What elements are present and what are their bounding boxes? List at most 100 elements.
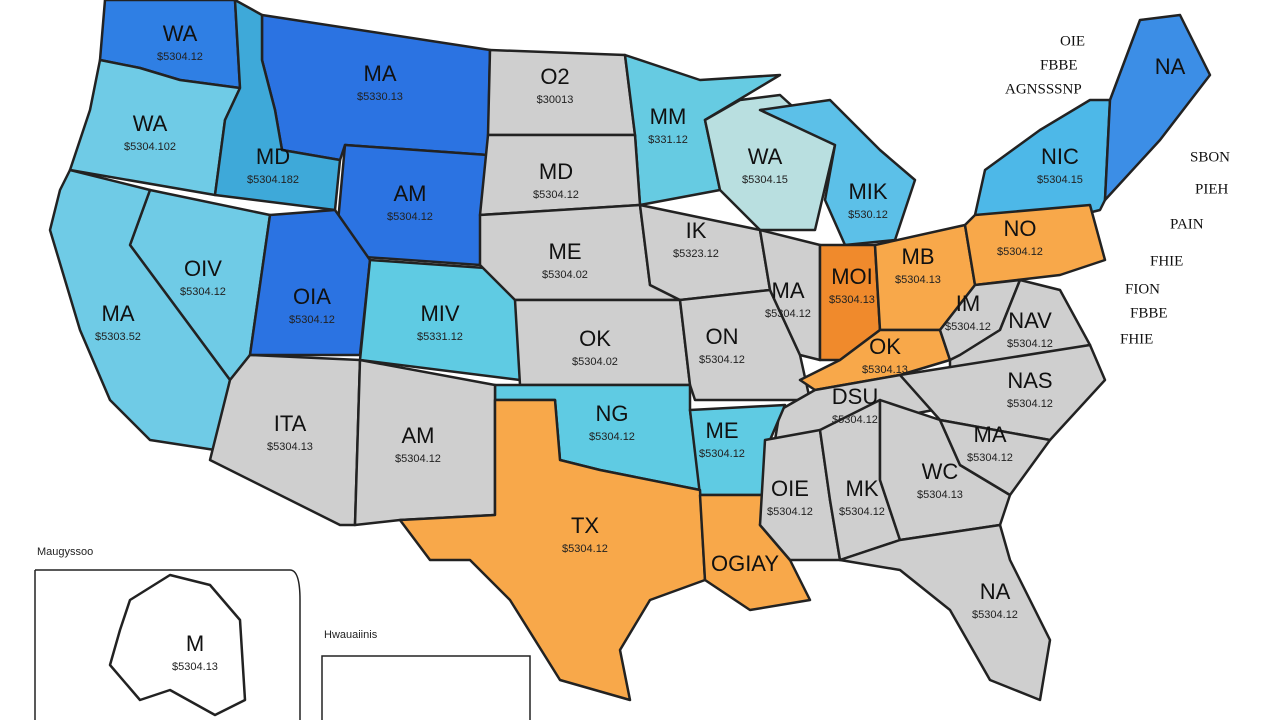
state-label: OIA — [293, 284, 331, 309]
state-value: $5304.13 — [895, 274, 941, 286]
state-value: $5304.12 — [157, 51, 203, 63]
state — [838, 523, 1052, 702]
state-value: $5304.12 — [967, 452, 1013, 464]
state-value: $5304.12 — [1007, 398, 1053, 410]
state-value: $5304.02 — [572, 356, 618, 368]
state-label: ME — [706, 418, 739, 443]
state-label: MA — [102, 301, 135, 326]
state-value: $5304.12 — [997, 246, 1043, 258]
state-value: $5304.13 — [829, 294, 875, 306]
state-value: $5304.12 — [699, 448, 745, 460]
side-label: FBBE — [1040, 57, 1078, 73]
state-label: DSU — [832, 384, 878, 409]
state-label: AM — [402, 423, 435, 448]
state-label: MA — [364, 61, 397, 86]
state-label: MA — [772, 278, 805, 303]
state-label: ON — [706, 324, 739, 349]
state-label: MK — [846, 476, 879, 501]
state-value: $5304.12 — [767, 506, 813, 518]
state-value: $5304.12 — [832, 414, 878, 426]
state-value: $5304.13 — [862, 364, 908, 376]
state-label: O2 — [540, 64, 569, 89]
state-label: WA — [163, 21, 198, 46]
state-label: WC — [922, 459, 959, 484]
side-label: FBBE — [1130, 305, 1168, 321]
state-label: OK — [869, 334, 901, 359]
state-label: MM — [650, 104, 687, 129]
state-value: $5330.13 — [357, 91, 403, 103]
inset-title: Hwauaiinis — [324, 629, 378, 641]
state-label: NO — [1004, 216, 1037, 241]
state — [398, 398, 707, 702]
state-value: $5304.12 — [289, 314, 335, 326]
state-label: OGIAY — [711, 551, 779, 576]
state-label: IK — [686, 218, 707, 243]
state-value: $5304.13 — [172, 661, 218, 673]
state-label: M — [186, 631, 204, 656]
state-value: $5304.12 — [562, 543, 608, 555]
state-label: MB — [902, 244, 935, 269]
state-value: $5303.52 — [95, 331, 141, 343]
state-value: $5304.12 — [945, 321, 991, 333]
states — [48, 0, 1212, 717]
state — [213, 0, 342, 212]
state-label: NA — [1155, 54, 1186, 79]
state-value: $5304.182 — [247, 174, 299, 186]
state-label: OIE — [771, 476, 809, 501]
state-value: $331.12 — [648, 134, 688, 146]
side-label: AGNSSSNP — [1005, 81, 1082, 97]
state-value: $5304.12 — [972, 609, 1018, 621]
labels: WA$5304.12MA$5330.13O2$30013MM$331.12WA$… — [37, 21, 1230, 673]
state-label: OIV — [184, 256, 222, 281]
side-label: SBON — [1190, 149, 1230, 165]
state-label: NG — [596, 401, 629, 426]
side-label: OIE — [1060, 33, 1085, 49]
state — [758, 228, 822, 362]
state-value: $5304.12 — [1007, 338, 1053, 350]
state — [898, 343, 1107, 442]
side-label: FHIE — [1150, 253, 1183, 269]
state — [486, 48, 637, 137]
state — [938, 418, 1052, 497]
state-value: $5304.02 — [542, 269, 588, 281]
state-value: $5304.13 — [267, 441, 313, 453]
state-label: ME — [549, 239, 582, 264]
state-value: $5304.15 — [1037, 174, 1083, 186]
state-label: MD — [256, 144, 290, 169]
state — [1103, 13, 1212, 202]
state-value: $5304.13 — [917, 489, 963, 501]
state-label: WA — [748, 144, 783, 169]
hawaii-inset-frame — [321, 655, 531, 720]
state-value: $5304.15 — [742, 174, 788, 186]
state-value: $5304.12 — [765, 308, 811, 320]
state-label: ITA — [274, 411, 307, 436]
state-label: MIK — [848, 179, 887, 204]
alaska-inset-frame — [35, 569, 301, 720]
state-value: $5304.12 — [699, 354, 745, 366]
state-label: TX — [571, 513, 599, 538]
side-label: PIEH — [1195, 181, 1229, 197]
state-value: $5304.12 — [839, 506, 885, 518]
state — [758, 98, 917, 247]
state-label: MA — [974, 422, 1007, 447]
state-value: $5323.12 — [673, 248, 719, 260]
state-label: MOI — [831, 264, 873, 289]
state-value: $5304.12 — [533, 189, 579, 201]
state-value: $5331.12 — [417, 331, 463, 343]
state-label: NAS — [1007, 368, 1052, 393]
state-label: NIC — [1041, 144, 1079, 169]
state-label: NAV — [1008, 308, 1052, 333]
state — [48, 168, 232, 452]
inset-title: Maugyssoo — [37, 546, 93, 558]
state-value: $5304.12 — [387, 211, 433, 223]
state-label: WA — [133, 111, 168, 136]
state-label: MD — [539, 159, 573, 184]
state-value: $5304.102 — [124, 141, 176, 153]
side-label: PAIN — [1170, 216, 1204, 232]
state-label: OK — [579, 326, 611, 351]
state-label: MIV — [420, 301, 459, 326]
state-value: $5304.12 — [395, 453, 441, 465]
state — [108, 573, 247, 717]
